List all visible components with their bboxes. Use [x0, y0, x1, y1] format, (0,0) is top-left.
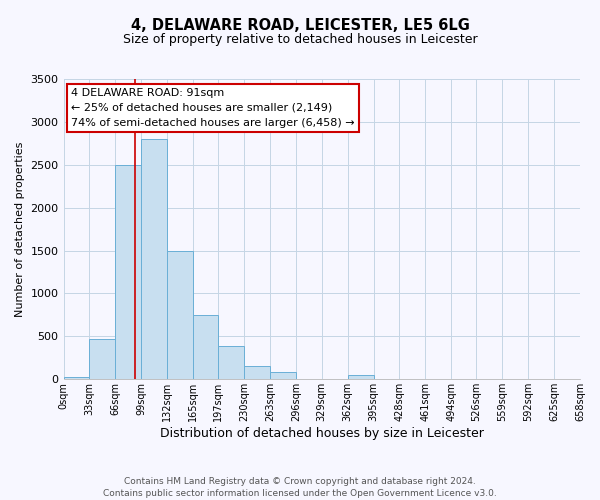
Text: 4 DELAWARE ROAD: 91sqm
← 25% of detached houses are smaller (2,149)
74% of semi-: 4 DELAWARE ROAD: 91sqm ← 25% of detached… [71, 88, 355, 128]
Bar [141, 139, 167, 380]
Bar [270, 372, 296, 380]
Bar [64, 377, 89, 380]
Y-axis label: Number of detached properties: Number of detached properties [15, 142, 25, 317]
Text: Contains HM Land Registry data © Crown copyright and database right 2024.: Contains HM Land Registry data © Crown c… [124, 478, 476, 486]
Bar [115, 165, 141, 380]
Bar [193, 315, 218, 380]
Bar [244, 366, 270, 380]
Bar [218, 346, 244, 380]
Bar [89, 339, 115, 380]
Text: Size of property relative to detached houses in Leicester: Size of property relative to detached ho… [122, 32, 478, 46]
X-axis label: Distribution of detached houses by size in Leicester: Distribution of detached houses by size … [160, 427, 484, 440]
Text: Contains public sector information licensed under the Open Government Licence v3: Contains public sector information licen… [103, 489, 497, 498]
Text: 4, DELAWARE ROAD, LEICESTER, LE5 6LG: 4, DELAWARE ROAD, LEICESTER, LE5 6LG [131, 18, 469, 32]
Bar [167, 252, 193, 380]
Bar [347, 374, 374, 380]
